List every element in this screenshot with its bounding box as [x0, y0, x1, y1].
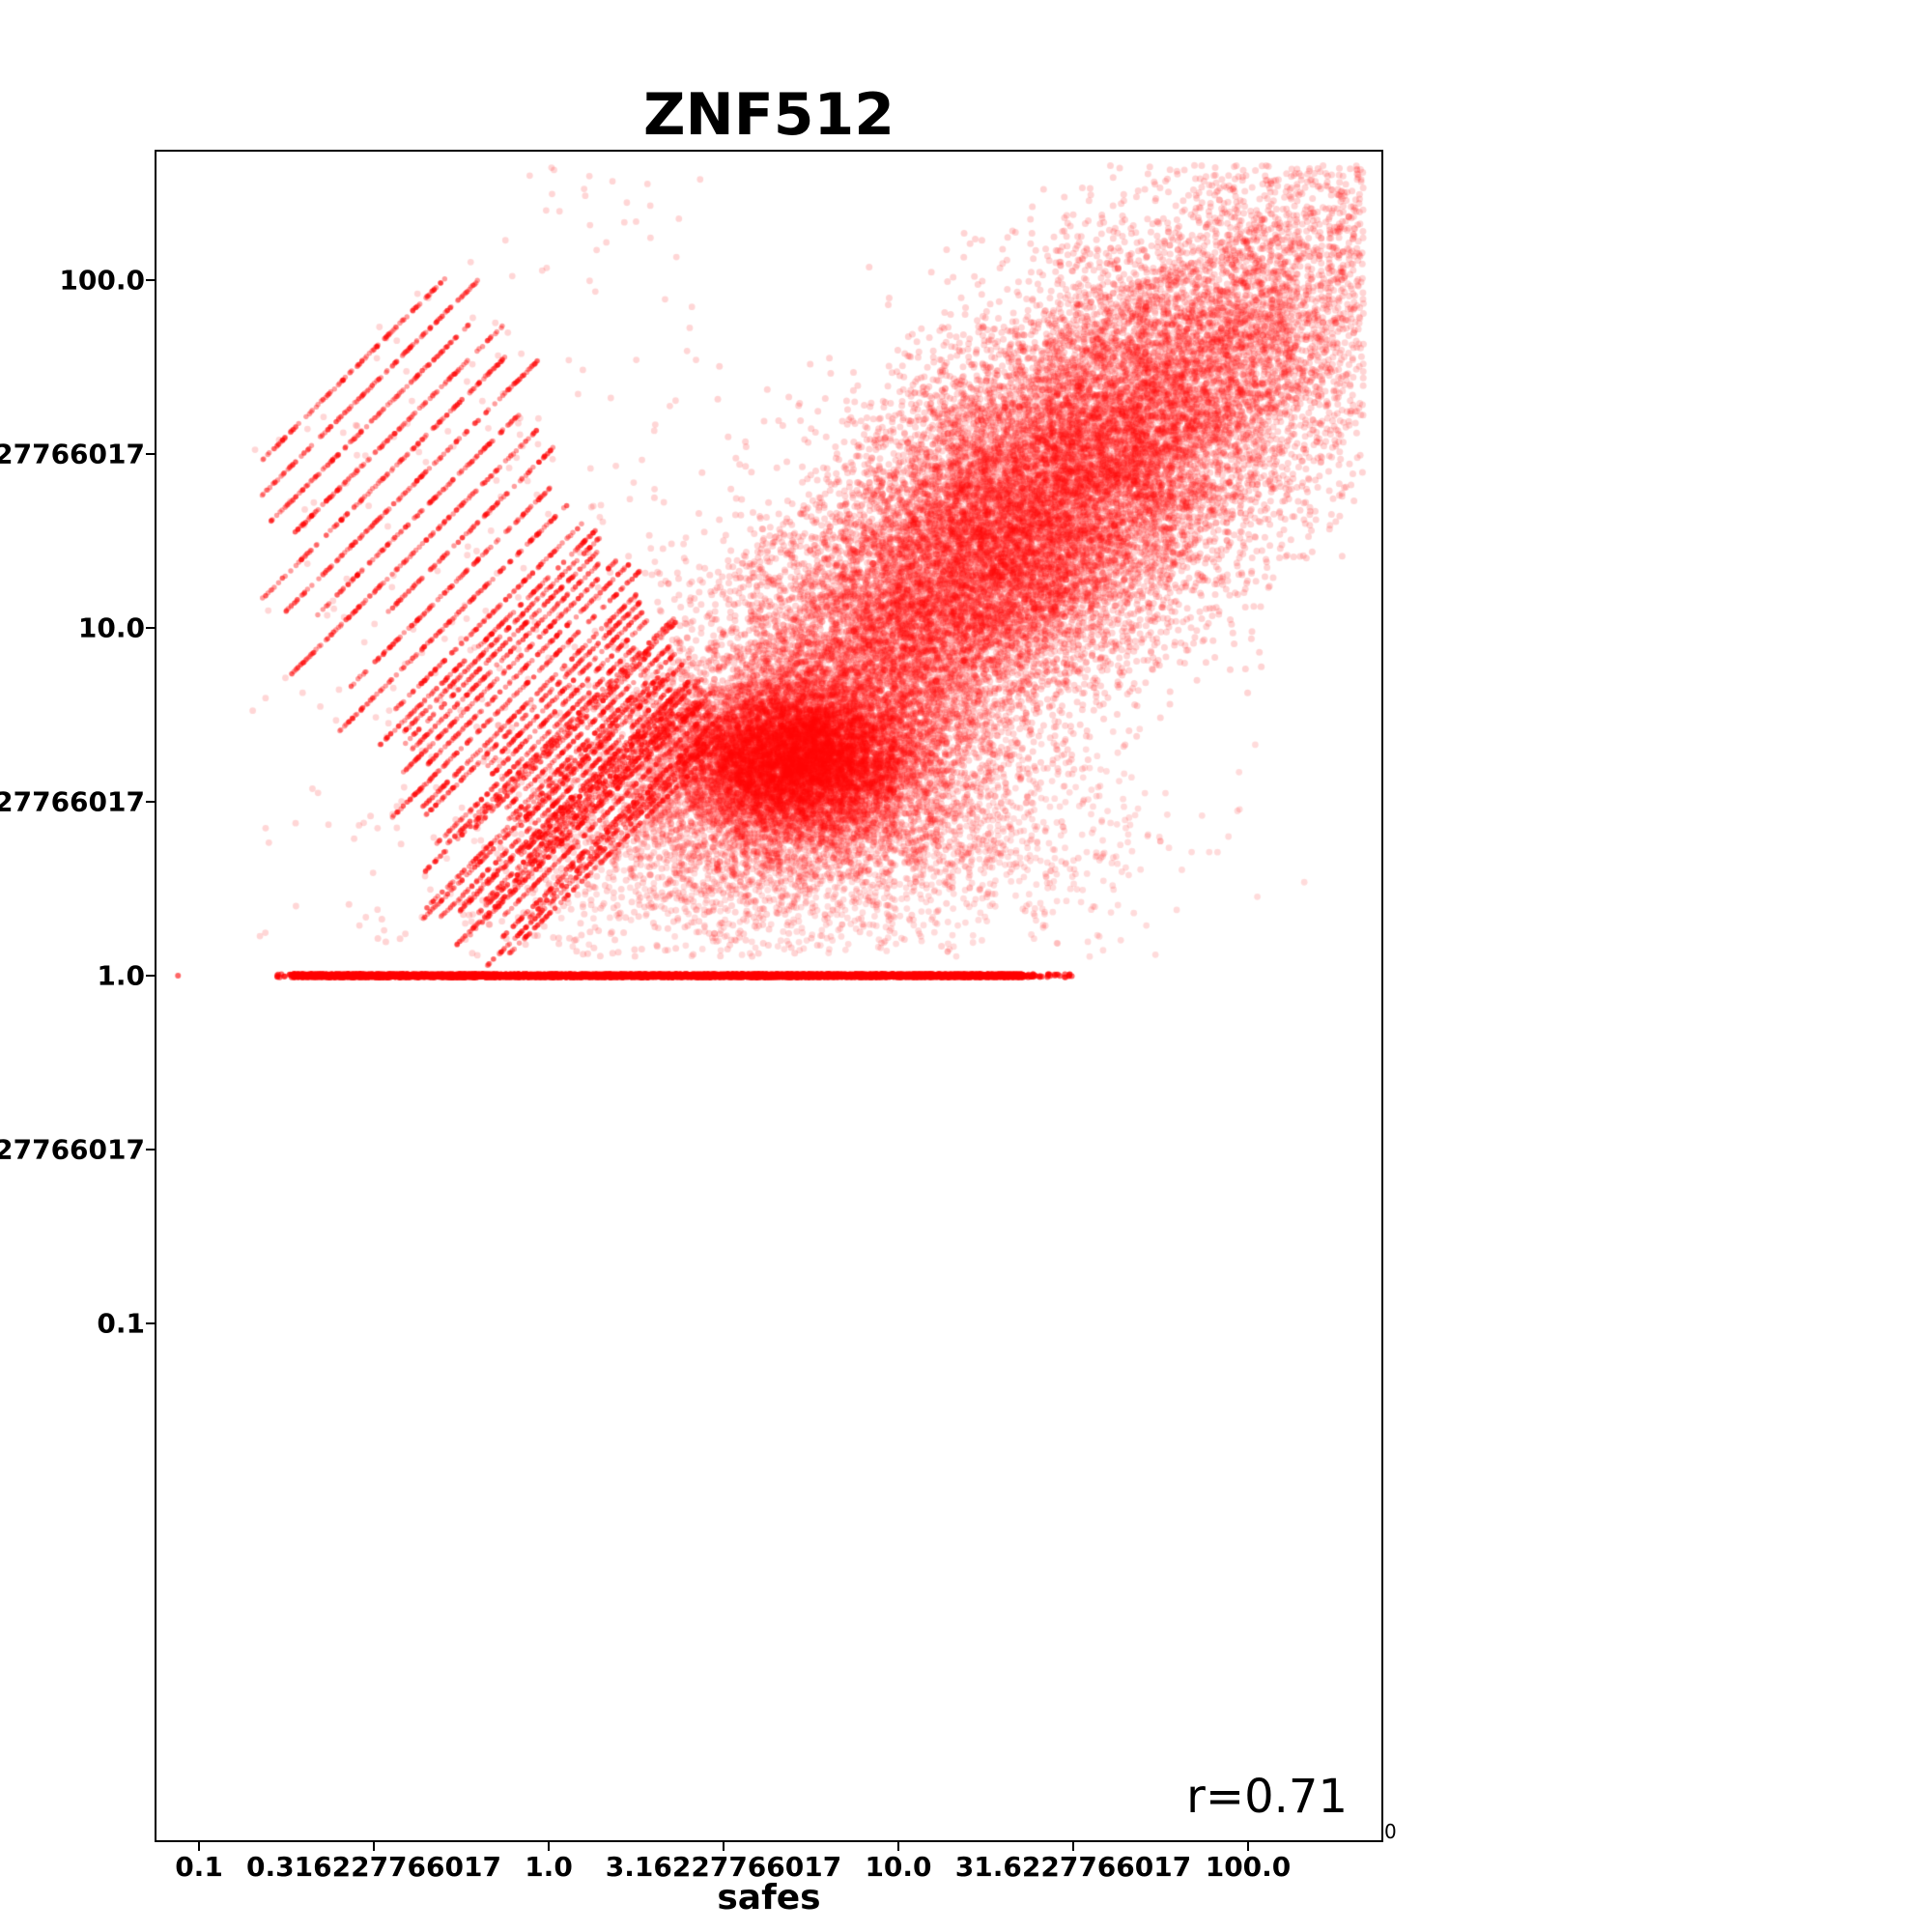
axis-corner-label: 0	[1384, 1820, 1397, 1843]
y-tick-label: 10.0	[77, 611, 145, 644]
y-tick-mark	[146, 1149, 155, 1151]
x-tick-label: 0.1	[175, 1851, 223, 1883]
y-tick-label: 1.0	[97, 959, 145, 992]
y-tick-mark	[146, 975, 155, 977]
y-tick-label: 0.1	[97, 1307, 145, 1340]
x-tick-mark	[723, 1842, 724, 1851]
y-tick-label: 31.6227766017	[0, 438, 145, 470]
chart-title: ZNF512	[643, 81, 895, 149]
x-tick-label: 31.6227766017	[954, 1851, 1192, 1883]
x-tick-label: 1.0	[525, 1851, 573, 1883]
x-tick-label: 3.16227766017	[605, 1851, 842, 1883]
x-tick-mark	[1247, 1842, 1249, 1851]
y-tick-mark	[146, 1322, 155, 1324]
x-tick-label: 100.0	[1205, 1851, 1292, 1883]
y-tick-label: 100.0	[59, 264, 145, 297]
correlation-annotation: r=0.71	[1186, 1770, 1348, 1824]
y-tick-mark	[146, 453, 155, 455]
y-tick-mark	[146, 801, 155, 803]
y-tick-label: 0.316227766017	[0, 1133, 145, 1166]
x-tick-mark	[198, 1842, 200, 1851]
x-axis-label: safes	[717, 1878, 821, 1918]
x-tick-label: 10.0	[865, 1851, 932, 1883]
y-tick-label: 3.16227766017	[0, 785, 145, 818]
x-tick-mark	[548, 1842, 550, 1851]
y-tick-mark	[146, 627, 155, 629]
x-tick-mark	[1072, 1842, 1074, 1851]
x-tick-label: 0.316227766017	[246, 1851, 501, 1883]
y-tick-mark	[146, 279, 155, 281]
x-tick-mark	[373, 1842, 375, 1851]
x-tick-mark	[897, 1842, 899, 1851]
